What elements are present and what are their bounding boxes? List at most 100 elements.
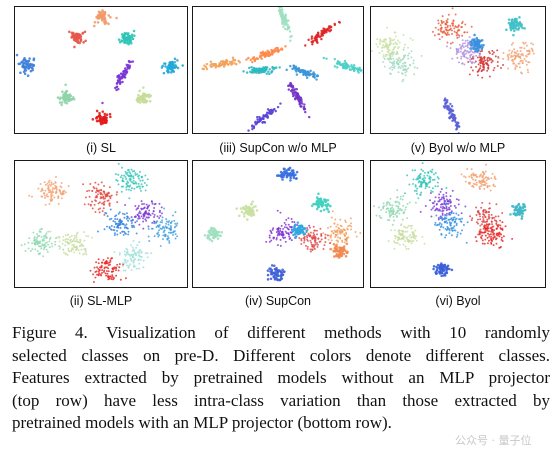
feature-point [124, 254, 127, 257]
feature-point [213, 235, 216, 238]
feature-point [103, 267, 106, 270]
feature-point [516, 65, 519, 68]
feature-point [95, 116, 98, 120]
feature-point [502, 57, 505, 60]
feature-point [141, 185, 144, 188]
feature-point [252, 71, 255, 74]
feature-point [124, 171, 127, 174]
feature-point [269, 267, 272, 270]
feature-point [266, 273, 270, 277]
feature-point [109, 115, 112, 119]
feature-point [300, 237, 303, 240]
feature-point [176, 59, 179, 62]
feature-point [277, 49, 281, 52]
feature-point [505, 28, 508, 32]
feature-point [449, 28, 452, 31]
feature-point [519, 46, 522, 49]
feature-point [383, 65, 386, 68]
feature-point [240, 210, 244, 214]
feature-point [295, 70, 298, 73]
feature-point [261, 54, 264, 57]
panel-byol [370, 160, 546, 288]
feature-point [440, 203, 443, 206]
feature-point [342, 245, 346, 248]
feature-point [252, 213, 256, 217]
feature-point [322, 56, 326, 60]
feature-cluster [373, 189, 417, 232]
feature-cluster [82, 181, 119, 216]
feature-point [320, 200, 323, 204]
feature-point [398, 209, 401, 212]
feature-point [340, 225, 343, 228]
feature-point [393, 219, 396, 222]
feature-cluster [382, 48, 423, 83]
feature-point [303, 107, 307, 111]
feature-point [471, 51, 474, 53]
feature-point [44, 242, 47, 245]
feature-point [136, 220, 139, 223]
feature-point [283, 226, 286, 229]
feature-point [480, 231, 483, 234]
feature-point [408, 235, 411, 238]
feature-point [300, 102, 304, 105]
feature-point [446, 107, 449, 111]
feature-point [480, 173, 483, 176]
feature-point [293, 66, 296, 69]
feature-point [421, 162, 424, 165]
feature-point [532, 43, 534, 46]
feature-point [511, 21, 514, 25]
feature-point [153, 220, 156, 223]
feature-point [83, 252, 86, 255]
feature-point [54, 240, 57, 243]
feature-point [434, 26, 437, 29]
feature-point [42, 244, 45, 247]
feature-point [41, 195, 44, 198]
feature-point [232, 58, 235, 61]
feature-point [153, 216, 156, 218]
feature-point [242, 212, 246, 216]
feature-point [414, 169, 417, 172]
feature-point [464, 205, 467, 208]
feature-point [329, 29, 333, 32]
feature-point [271, 50, 275, 53]
feature-point [254, 123, 258, 126]
feature-point [315, 229, 318, 232]
feature-point [513, 23, 516, 26]
feature-point [391, 204, 394, 207]
feature-point [314, 235, 316, 238]
feature-point [448, 112, 451, 115]
feature-point [439, 27, 442, 30]
feature-point [129, 263, 132, 266]
feature-point [443, 201, 446, 204]
feature-point [384, 45, 387, 48]
feature-point [501, 221, 504, 224]
feature-point [507, 67, 510, 70]
feature-point [96, 14, 100, 17]
feature-point [45, 237, 48, 240]
feature-point [332, 232, 335, 235]
feature-point [426, 185, 428, 188]
feature-point [113, 277, 115, 280]
feature-point [385, 204, 388, 207]
feature-point [101, 269, 104, 272]
feature-point [379, 43, 382, 45]
feature-point [94, 199, 97, 202]
feature-point [393, 38, 396, 41]
feature-point [307, 115, 311, 119]
feature-point [481, 171, 484, 174]
feature-point [440, 225, 443, 228]
feature-point [116, 265, 119, 268]
feature-point [158, 209, 161, 212]
feature-point [450, 227, 453, 230]
feature-point [445, 271, 448, 274]
feature-point [312, 225, 315, 228]
feature-point [513, 29, 516, 33]
feature-point [38, 230, 41, 233]
feature-point [84, 196, 87, 199]
feature-point [472, 55, 475, 58]
feature-point [330, 239, 333, 242]
feature-point [437, 217, 440, 219]
feature-point [395, 241, 398, 244]
feature-point [405, 237, 408, 240]
feature-cluster [275, 166, 299, 182]
